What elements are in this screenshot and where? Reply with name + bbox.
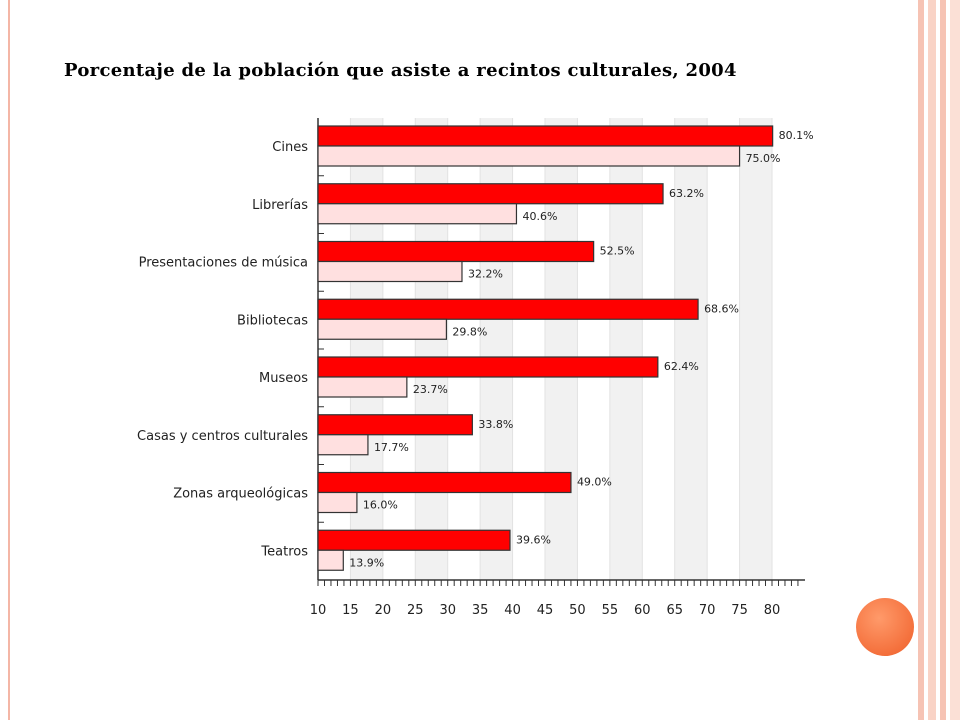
- frame-stripe-right: [918, 0, 924, 720]
- category-label: Casas y centros culturales: [137, 429, 308, 444]
- bar: [317, 145, 741, 167]
- bar: [317, 529, 511, 551]
- bar: [317, 125, 774, 147]
- x-tick-label: 60: [634, 603, 651, 618]
- category-label: Presentaciones de música: [139, 256, 308, 271]
- data-label: 16.0%: [363, 499, 398, 512]
- data-label: 33.8%: [478, 418, 513, 431]
- x-tick-label: 45: [537, 603, 554, 618]
- data-label: 75.0%: [746, 152, 781, 165]
- data-label: 29.8%: [452, 325, 487, 338]
- x-tick-label: 40: [504, 603, 521, 618]
- bar: [317, 356, 659, 378]
- x-tick-label: 35: [472, 603, 489, 618]
- x-tick-label: 75: [731, 603, 748, 618]
- frame-line-left: [8, 0, 10, 720]
- category-label: Bibliotecas: [237, 313, 308, 328]
- category-label: Museos: [259, 371, 308, 386]
- data-label: 40.6%: [522, 210, 557, 223]
- category-label: Teatros: [260, 544, 308, 559]
- bar: [317, 414, 473, 436]
- frame-stripe-right: [940, 0, 946, 720]
- data-label: 17.7%: [374, 441, 409, 454]
- category-label: Zonas arqueológicas: [173, 487, 308, 502]
- bar: [317, 318, 448, 340]
- x-tick-label: 50: [569, 603, 586, 618]
- data-label: 39.6%: [516, 533, 551, 546]
- data-label: 23.7%: [413, 383, 448, 396]
- data-label: 13.9%: [349, 556, 384, 569]
- data-label: 49.0%: [577, 476, 612, 489]
- data-label: 32.2%: [468, 268, 503, 281]
- data-label: 63.2%: [669, 187, 704, 200]
- bar: [317, 240, 595, 263]
- x-tick-label: 30: [439, 603, 456, 618]
- x-tick-label: 80: [764, 603, 781, 618]
- bar: [317, 434, 369, 456]
- data-label: 80.1%: [779, 129, 814, 142]
- x-tick-label: 70: [699, 603, 716, 618]
- category-label: Librerías: [252, 198, 308, 213]
- bar: [317, 260, 463, 283]
- decorative-orb: [856, 598, 914, 656]
- bar: [317, 183, 664, 205]
- x-tick-label: 55: [602, 603, 619, 618]
- bar: [317, 376, 408, 398]
- chart-title: Porcentaje de la población que asiste a …: [64, 60, 737, 81]
- bar: [317, 549, 344, 571]
- bar: [317, 471, 572, 494]
- x-tick-label: 15: [342, 603, 359, 618]
- bar: [317, 491, 358, 514]
- x-tick-label: 65: [666, 603, 683, 618]
- data-label: 52.5%: [600, 245, 635, 258]
- category-label: Cines: [272, 140, 308, 155]
- grid-band: [739, 118, 772, 580]
- data-label: 68.6%: [704, 302, 739, 315]
- frame-stripe-right: [928, 0, 936, 720]
- x-tick-label: 10: [310, 603, 327, 618]
- x-tick-label: 25: [407, 603, 424, 618]
- grid-band: [674, 118, 708, 580]
- frame-stripe-right: [950, 0, 960, 720]
- bar: [317, 298, 699, 320]
- x-tick-label: 20: [375, 603, 392, 618]
- bar: [317, 203, 518, 225]
- data-label: 62.4%: [664, 360, 699, 373]
